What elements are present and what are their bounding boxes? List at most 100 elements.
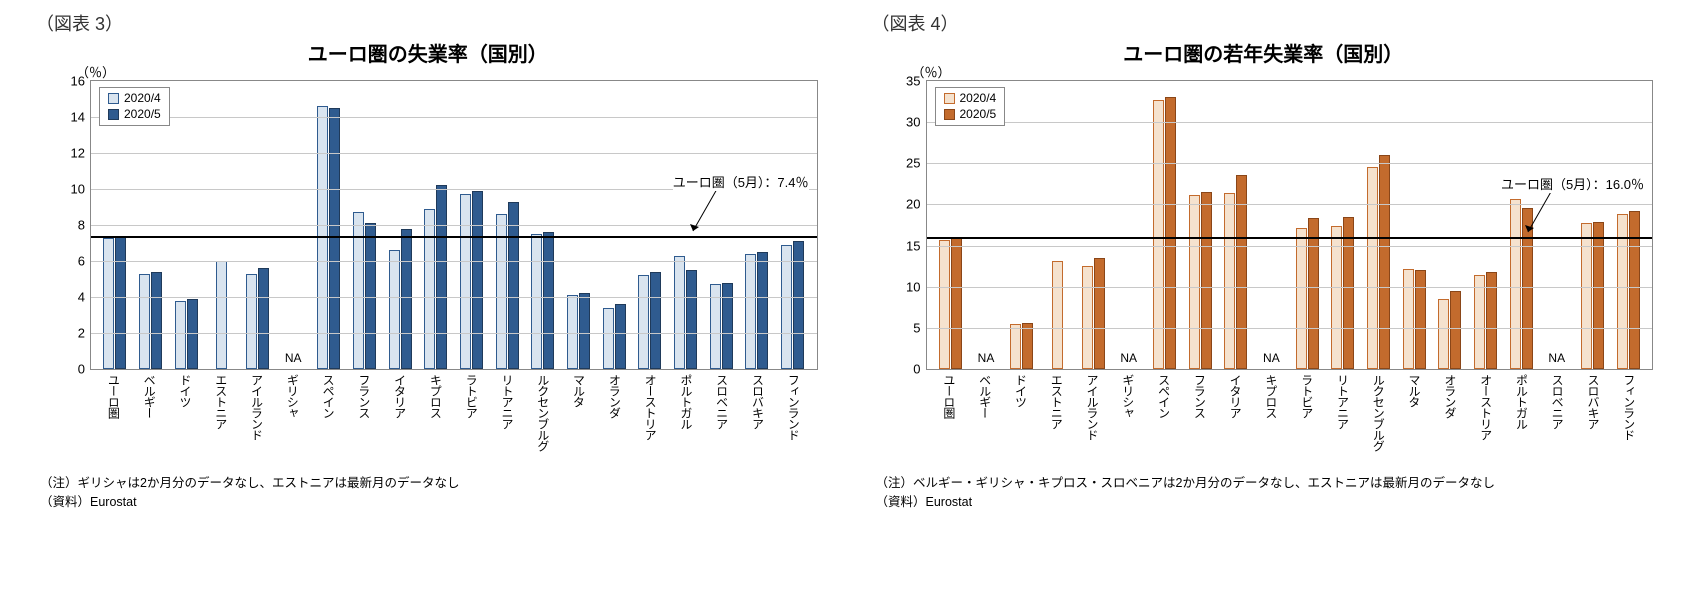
legend-swatch-icon [944,109,955,120]
bar-series2 [1201,192,1212,369]
x-axis-label: アイルランド [239,370,275,468]
gridline [927,287,1653,288]
bar-series1 [1082,266,1093,369]
chart3-box: ユーロ圏の失業率（国別） （％） 2020/4 2020/5 ユーロ圏（5月）：… [30,38,826,468]
bar-series1 [1010,324,1021,369]
bar-series2 [1415,270,1426,369]
x-axis-label: フランス [346,370,382,468]
bar-series2 [722,283,733,369]
bar-series2 [1629,211,1640,369]
y-tick-label: 6 [78,254,85,269]
bar-series1 [1224,193,1235,369]
bar-group [1075,81,1111,369]
chart3-title: ユーロ圏の失業率（国別） [30,38,826,67]
bar-series1 [175,301,186,369]
bar-series1 [1403,269,1414,369]
x-axis-label: ユーロ圏 [96,370,132,468]
x-axis-label: ベルギー [967,370,1003,468]
bar-series2 [757,252,768,369]
x-axis-label: アイルランド [1075,370,1111,468]
bar-series1 [1474,275,1485,369]
chart4-title: ユーロ圏の若年失業率（国別） [866,38,1662,67]
gridline [91,117,817,118]
chart3-ref-label: ユーロ圏（5月）：7.4％ [673,172,809,191]
chart4-ref-label: ユーロ圏（5月）：16.0％ [1501,174,1644,193]
chart3-source-text: （資料）Eurostat [40,493,826,512]
legend-label: 2020/4 [124,91,161,107]
chart3-plot: 2020/4 2020/5 ユーロ圏（5月）：7.4％ NA 024681012… [90,80,818,370]
chart4-box: ユーロ圏の若年失業率（国別） （％） 2020/4 2020/5 ユーロ圏（5月… [866,38,1662,468]
chart4-note-text: （注）ベルギー・ギリシャ・キプロス・スロベニアは2か月分のデータなし、エストニア… [876,474,1662,493]
na-label: NA [1120,351,1137,365]
x-axis-label: フィンランド [776,370,812,468]
chart4-source-text: （資料）Eurostat [876,493,1662,512]
bar-series1 [216,261,227,369]
bar-series2 [436,185,447,369]
bar-series1 [674,256,685,369]
chart3-note-text: （注）ギリシャは2か月分のデータなし、エストニアは最新月のデータなし [40,474,826,493]
x-axis-label: ドイツ [168,370,204,468]
bar-group [1325,81,1361,369]
chart3-x-labels: ユーロ圏ベルギードイツエストニアアイルランドギリシャスペインフランスイタリアキプ… [90,370,818,468]
bar-group [1004,81,1040,369]
x-axis-label: スロバキア [1576,370,1612,468]
y-tick-label: 2 [78,326,85,341]
bar-series2 [579,293,590,369]
x-axis-label: マルタ [1397,370,1433,468]
y-tick-label: 15 [906,238,920,253]
chart4-panel: （図表 4） ユーロ圏の若年失業率（国別） （％） 2020/4 2020/5 … [866,10,1662,583]
gridline [91,153,817,154]
chart4-x-labels: ユーロ圏ベルギードイツエストニアアイルランドギリシャスペインフランスイタリアキプ… [926,370,1654,468]
y-tick-label: 12 [71,146,85,161]
chart3-legend-row-1: 2020/4 [108,91,161,107]
y-tick-label: 0 [78,362,85,377]
bar-series1 [246,274,257,369]
x-axis-label: キプロス [1254,370,1290,468]
x-axis-label: スペイン [1146,370,1182,468]
y-tick-label: 35 [906,74,920,89]
bar-series2 [329,108,340,369]
x-axis-label: ドイツ [1003,370,1039,468]
y-tick-label: 5 [913,320,920,335]
bar-series1 [781,245,792,369]
bar-series1 [1438,299,1449,369]
y-tick-label: 4 [78,290,85,305]
bar-series1 [1510,199,1521,369]
x-axis-label: オランダ [597,370,633,468]
legend-label: 2020/5 [960,107,997,123]
bar-group [1396,81,1432,369]
bar-series2 [508,202,519,369]
bar-series1 [460,194,471,369]
x-axis-label: イタリア [382,370,418,468]
x-axis-label: ユーロ圏 [932,370,968,468]
bar-series1 [139,274,150,369]
bar-series1 [745,254,756,369]
bar-series2 [258,268,269,369]
y-tick-label: 16 [71,74,85,89]
bar-series2 [543,232,554,369]
na-label: NA [1263,351,1280,365]
x-axis-label: ギリシャ [1110,370,1146,468]
y-tick-label: 8 [78,218,85,233]
x-axis-label: ラトビア [454,370,490,468]
y-tick-label: 30 [906,115,920,130]
gridline [91,333,817,334]
gridline [91,297,817,298]
gridline [927,328,1653,329]
legend-label: 2020/4 [960,91,997,107]
bar-series1 [939,240,950,369]
x-axis-label: エストニア [1039,370,1075,468]
bar-series2 [472,191,483,369]
x-axis-label: リトアニア [1325,370,1361,468]
bar-series1 [103,238,114,369]
chart4-legend: 2020/4 2020/5 [935,87,1006,126]
chart4-figure-label: （図表 4） [872,10,1662,36]
x-axis-label: イタリア [1218,370,1254,468]
chart3-legend-row-2: 2020/5 [108,107,161,123]
bar-series2 [1022,323,1033,369]
bar-group [1575,81,1611,369]
x-axis-label: マルタ [561,370,597,468]
x-axis-label: スロベニア [1540,370,1576,468]
bar-series2 [951,237,962,369]
bar-series1 [1367,167,1378,369]
